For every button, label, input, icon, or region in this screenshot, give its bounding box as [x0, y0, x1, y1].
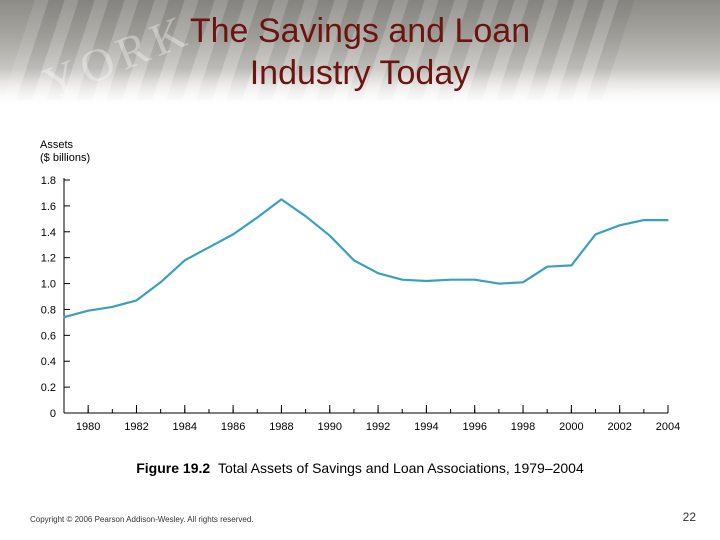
- data-point: [328, 234, 331, 237]
- x-tick-label: 1988: [269, 421, 293, 433]
- figure-caption-text: Total Assets of Savings and Loan Associa…: [217, 460, 584, 476]
- slide-title-line-1: The Savings and Loan: [189, 12, 531, 50]
- figure-caption: Figure 19.2 Total Assets of Savings and …: [0, 460, 720, 476]
- page-number: 22: [682, 510, 696, 524]
- y-tick-label: 1.0: [41, 279, 56, 291]
- data-point: [522, 281, 524, 284]
- x-tick-label: 1992: [366, 421, 390, 433]
- y-tick-label: 0.6: [41, 330, 56, 342]
- data-point: [473, 278, 476, 281]
- data-point: [377, 272, 379, 274]
- x-tick-label: 1996: [462, 421, 486, 433]
- data-point: [184, 259, 186, 262]
- data-point: [63, 316, 65, 319]
- x-tick-label: 1982: [124, 421, 148, 433]
- data-point: [643, 219, 645, 221]
- x-tick-label: 1998: [511, 421, 535, 433]
- copyright-notice: Copyright © 2006 Pearson Addison-Wesley.…: [30, 515, 254, 524]
- x-tick-label: 1990: [318, 421, 342, 433]
- y-tick-label: 1.2: [41, 253, 56, 265]
- data-point: [353, 259, 355, 262]
- data-point: [498, 282, 500, 285]
- data-point: [667, 219, 669, 221]
- x-tick-label: 1994: [414, 421, 438, 433]
- data-point: [87, 309, 89, 312]
- banner-fade: [0, 68, 720, 108]
- data-point: [208, 246, 210, 249]
- data-point: [401, 278, 404, 281]
- data-point: [425, 280, 428, 282]
- y-tick-label: 1.8: [41, 175, 56, 187]
- y-tick-label: 1.6: [41, 201, 56, 213]
- title-banner-background: YORK: [0, 0, 720, 108]
- data-point: [594, 233, 597, 236]
- x-tick-label: 1984: [173, 421, 197, 433]
- data-point: [570, 264, 573, 267]
- series-line-total-assets: [63, 198, 668, 319]
- data-point: [546, 265, 548, 268]
- data-point: [449, 278, 452, 281]
- data-point: [280, 198, 283, 201]
- y-tick-label: 0.4: [41, 356, 56, 368]
- slide-title-line-2: Industry Today: [249, 54, 471, 92]
- x-tick-label: 2000: [559, 421, 583, 433]
- y-tick-label: 0.8: [41, 304, 56, 316]
- x-tick-label: 1986: [221, 421, 245, 433]
- y-tick-label: 0.2: [41, 382, 56, 394]
- y-tick-label: 1.4: [41, 227, 56, 239]
- slide-title: The Savings and Loan Industry Today: [0, 10, 720, 94]
- data-point: [135, 299, 138, 302]
- x-tick-label: 1980: [76, 421, 100, 433]
- y-tick-label: 0: [50, 408, 56, 420]
- y-axis-label-line-1: Assets: [40, 139, 74, 151]
- assets-line-chart: Assets($ billions) 0 0.2 0.4 0.6 0.8 1.0 1.2 1.4…: [40, 139, 680, 433]
- data-point: [256, 216, 259, 219]
- y-axis-label-line-2: ($ billions): [40, 152, 90, 164]
- data-point: [232, 233, 234, 236]
- data-point: [159, 281, 162, 284]
- x-tick-label: 2004: [656, 421, 680, 433]
- x-tick-label: 2002: [607, 421, 631, 433]
- data-point: [111, 306, 114, 308]
- data-point: [304, 215, 307, 218]
- data-point: [618, 224, 621, 227]
- figure-label: Figure 19.2: [136, 460, 211, 476]
